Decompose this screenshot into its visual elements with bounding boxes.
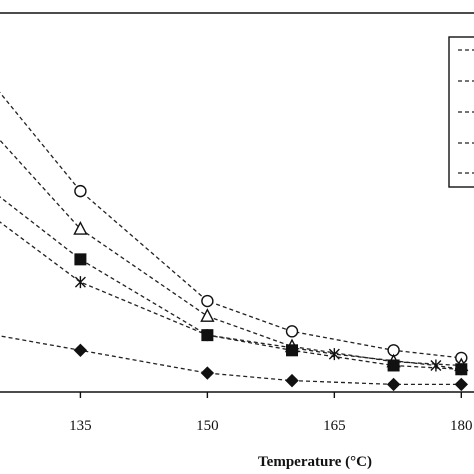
- series-line-2: [0, 139, 462, 367]
- data-point-series-3: [286, 344, 299, 357]
- x-ticks: 135 150 165 180: [69, 392, 473, 434]
- data-point-series-5: [386, 377, 401, 392]
- series-markers: [73, 184, 469, 392]
- x-tick-label: 165: [323, 418, 346, 434]
- data-point-series-1: [285, 325, 299, 338]
- data-point-series-5: [200, 366, 215, 380]
- data-point-series-4: [201, 329, 213, 342]
- series-lines: [0, 91, 462, 386]
- data-point-series-4: [455, 363, 467, 376]
- data-point-series-4: [430, 359, 442, 372]
- legend: [448, 36, 474, 188]
- data-point-series-5: [454, 377, 469, 392]
- data-point-series-5: [285, 373, 299, 388]
- x-tick-label: 180: [450, 418, 473, 434]
- data-point-series-5: [73, 343, 88, 358]
- series-line-1: [0, 91, 462, 359]
- data-point-series-3: [387, 359, 400, 372]
- data-point-series-2: [73, 221, 88, 235]
- series-line-4: [0, 221, 462, 370]
- data-point-series-1: [201, 294, 214, 308]
- data-point-series-1: [74, 184, 87, 198]
- data-point-series-3: [74, 253, 87, 266]
- data-point-series-4: [74, 276, 86, 289]
- series-line-5: [0, 335, 462, 386]
- data-point-series-4: [328, 348, 340, 361]
- data-point-series-2: [200, 308, 215, 322]
- x-axis-title: Temperature (°C): [258, 454, 372, 470]
- series-line-3: [0, 196, 462, 370]
- x-tick-label: 135: [69, 418, 92, 434]
- x-tick-label: 150: [196, 418, 219, 434]
- axes: [0, 12, 474, 393]
